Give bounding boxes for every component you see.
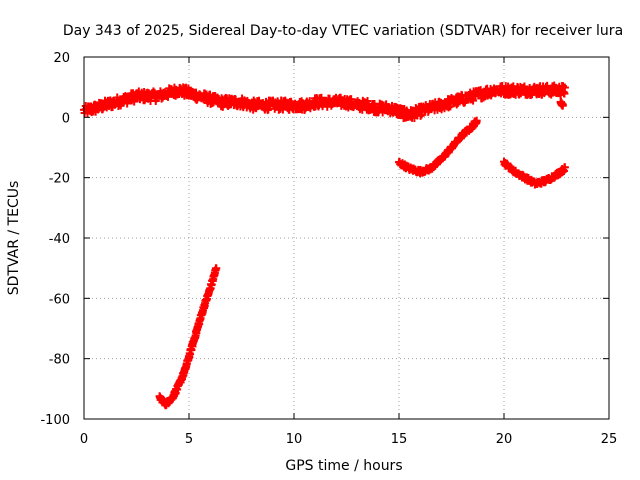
- x-tick-label: 15: [391, 432, 408, 447]
- x-tick-label: 20: [496, 432, 513, 447]
- series-main-band: [80, 81, 569, 123]
- y-tick-label: -60: [49, 292, 70, 307]
- gridlines: [84, 57, 609, 419]
- y-axis-label: SDTVAR / TECUs: [6, 181, 22, 296]
- y-tick-label: -20: [49, 172, 70, 187]
- x-tick-label: 10: [286, 432, 303, 447]
- series-isolated-points: [556, 97, 567, 110]
- plot-frame: [83, 56, 610, 420]
- data-points: [80, 81, 569, 410]
- x-tick-label: 5: [185, 432, 193, 447]
- y-tick-label: -40: [49, 232, 70, 247]
- y-tick-label: 20: [53, 51, 70, 66]
- x-tick-label: 25: [601, 432, 618, 447]
- series-segment-1: [155, 264, 221, 410]
- x-tick-label: 0: [80, 432, 88, 447]
- y-tick-label: -80: [49, 353, 70, 368]
- x-axis-label: GPS time / hours: [285, 458, 402, 474]
- y-tick-label: 0: [62, 111, 70, 126]
- chart-title: Day 343 of 2025, Sidereal Day-to-day VTE…: [63, 23, 623, 39]
- axis-ticks: 0 5 10 15 20 25 20 0 -20 -40 -60 -80 -100: [40, 51, 617, 447]
- series-segment-2: [395, 116, 481, 178]
- y-tick-label: -100: [40, 413, 70, 428]
- series-segment-3: [500, 157, 569, 189]
